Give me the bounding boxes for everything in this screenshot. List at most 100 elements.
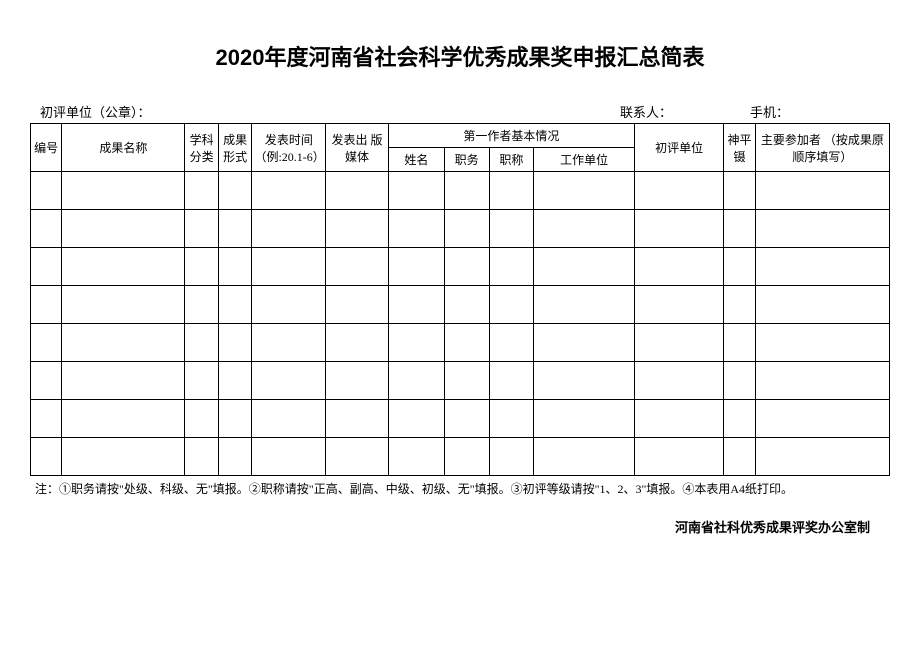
col-author-duty: 职务 [444, 148, 489, 172]
col-author-unit: 工作单位 [534, 148, 635, 172]
header-row: 初评单位（公章）： 联系人： 手机： [30, 102, 890, 121]
table-cell [252, 286, 326, 324]
table-cell [388, 438, 444, 476]
table-cell [326, 210, 389, 248]
table-cell [326, 324, 389, 362]
table-cell [755, 248, 889, 286]
col-author-group: 第一作者基本情况 [388, 124, 634, 148]
table-cell [444, 362, 489, 400]
table-cell [252, 172, 326, 210]
table-cell [444, 324, 489, 362]
col-form: 成果形式 [218, 124, 252, 172]
table-cell [534, 324, 635, 362]
table-cell [31, 248, 62, 286]
table-cell [388, 362, 444, 400]
table-cell [634, 400, 723, 438]
col-id: 编号 [31, 124, 62, 172]
table-cell [444, 438, 489, 476]
table-cell [218, 210, 252, 248]
table-cell [252, 438, 326, 476]
table-cell [444, 172, 489, 210]
note-text: 注：①职务请按"处级、科级、无"填报。②职称请按"正高、副高、中级、初级、无"填… [30, 480, 890, 497]
table-cell [755, 286, 889, 324]
table-cell [62, 172, 185, 210]
table-cell [634, 362, 723, 400]
col-level: 神平镊 [724, 124, 755, 172]
table-cell [185, 210, 219, 248]
table-cell [185, 362, 219, 400]
table-cell [634, 286, 723, 324]
table-cell [388, 248, 444, 286]
table-cell [489, 400, 534, 438]
table-cell [388, 400, 444, 438]
table-cell [444, 248, 489, 286]
table-cell [489, 172, 534, 210]
table-cell [534, 286, 635, 324]
table-cell [252, 400, 326, 438]
table-cell [252, 210, 326, 248]
table-cell [218, 324, 252, 362]
table-row [31, 172, 890, 210]
table-cell [326, 362, 389, 400]
table-cell [218, 248, 252, 286]
table-cell [326, 172, 389, 210]
table-cell [62, 400, 185, 438]
unit-label: 初评单位（公章）： [40, 102, 620, 121]
table-cell [755, 400, 889, 438]
col-participants: 主要参加者 （按成果原顺序填写） [755, 124, 889, 172]
col-author-title: 职称 [489, 148, 534, 172]
col-name: 成果名称 [62, 124, 185, 172]
table-cell [489, 210, 534, 248]
table-cell [489, 438, 534, 476]
table-cell [31, 400, 62, 438]
table-cell [724, 400, 755, 438]
table-cell [755, 172, 889, 210]
table-cell [444, 286, 489, 324]
page-title: 2020年度河南省社会科学优秀成果奖申报汇总简表 [30, 40, 890, 72]
table-cell [31, 210, 62, 248]
table-cell [724, 248, 755, 286]
footer-text: 河南省社科优秀成果评奖办公室制 [30, 517, 890, 536]
table-cell [326, 248, 389, 286]
table-cell [62, 362, 185, 400]
table-cell [534, 210, 635, 248]
table-row [31, 210, 890, 248]
table-cell [62, 324, 185, 362]
summary-table: 编号 成果名称 学科分类 成果形式 发表时间（例:20.1-6） 发表出 版媒体… [30, 123, 890, 476]
table-cell [534, 248, 635, 286]
table-cell [634, 210, 723, 248]
table-cell [185, 324, 219, 362]
table-cell [634, 248, 723, 286]
table-cell [31, 286, 62, 324]
table-cell [489, 248, 534, 286]
table-cell [724, 362, 755, 400]
table-cell [489, 286, 534, 324]
col-review-unit: 初评单位 [634, 124, 723, 172]
col-media: 发表出 版媒体 [326, 124, 389, 172]
col-time: 发表时间（例:20.1-6） [252, 124, 326, 172]
table-cell [185, 286, 219, 324]
table-cell [724, 324, 755, 362]
table-cell [326, 286, 389, 324]
table-cell [252, 362, 326, 400]
table-cell [755, 324, 889, 362]
table-cell [489, 324, 534, 362]
col-category: 学科分类 [185, 124, 219, 172]
table-cell [534, 400, 635, 438]
table-row [31, 400, 890, 438]
table-cell [31, 438, 62, 476]
table-cell [185, 172, 219, 210]
table-cell [388, 172, 444, 210]
table-cell [62, 286, 185, 324]
table-cell [444, 210, 489, 248]
contact-label: 联系人： [620, 102, 750, 121]
table-cell [31, 172, 62, 210]
table-cell [218, 362, 252, 400]
table-cell [218, 286, 252, 324]
table-cell [534, 362, 635, 400]
table-cell [388, 210, 444, 248]
table-cell [252, 324, 326, 362]
table-cell [534, 172, 635, 210]
table-cell [724, 286, 755, 324]
table-cell [388, 286, 444, 324]
